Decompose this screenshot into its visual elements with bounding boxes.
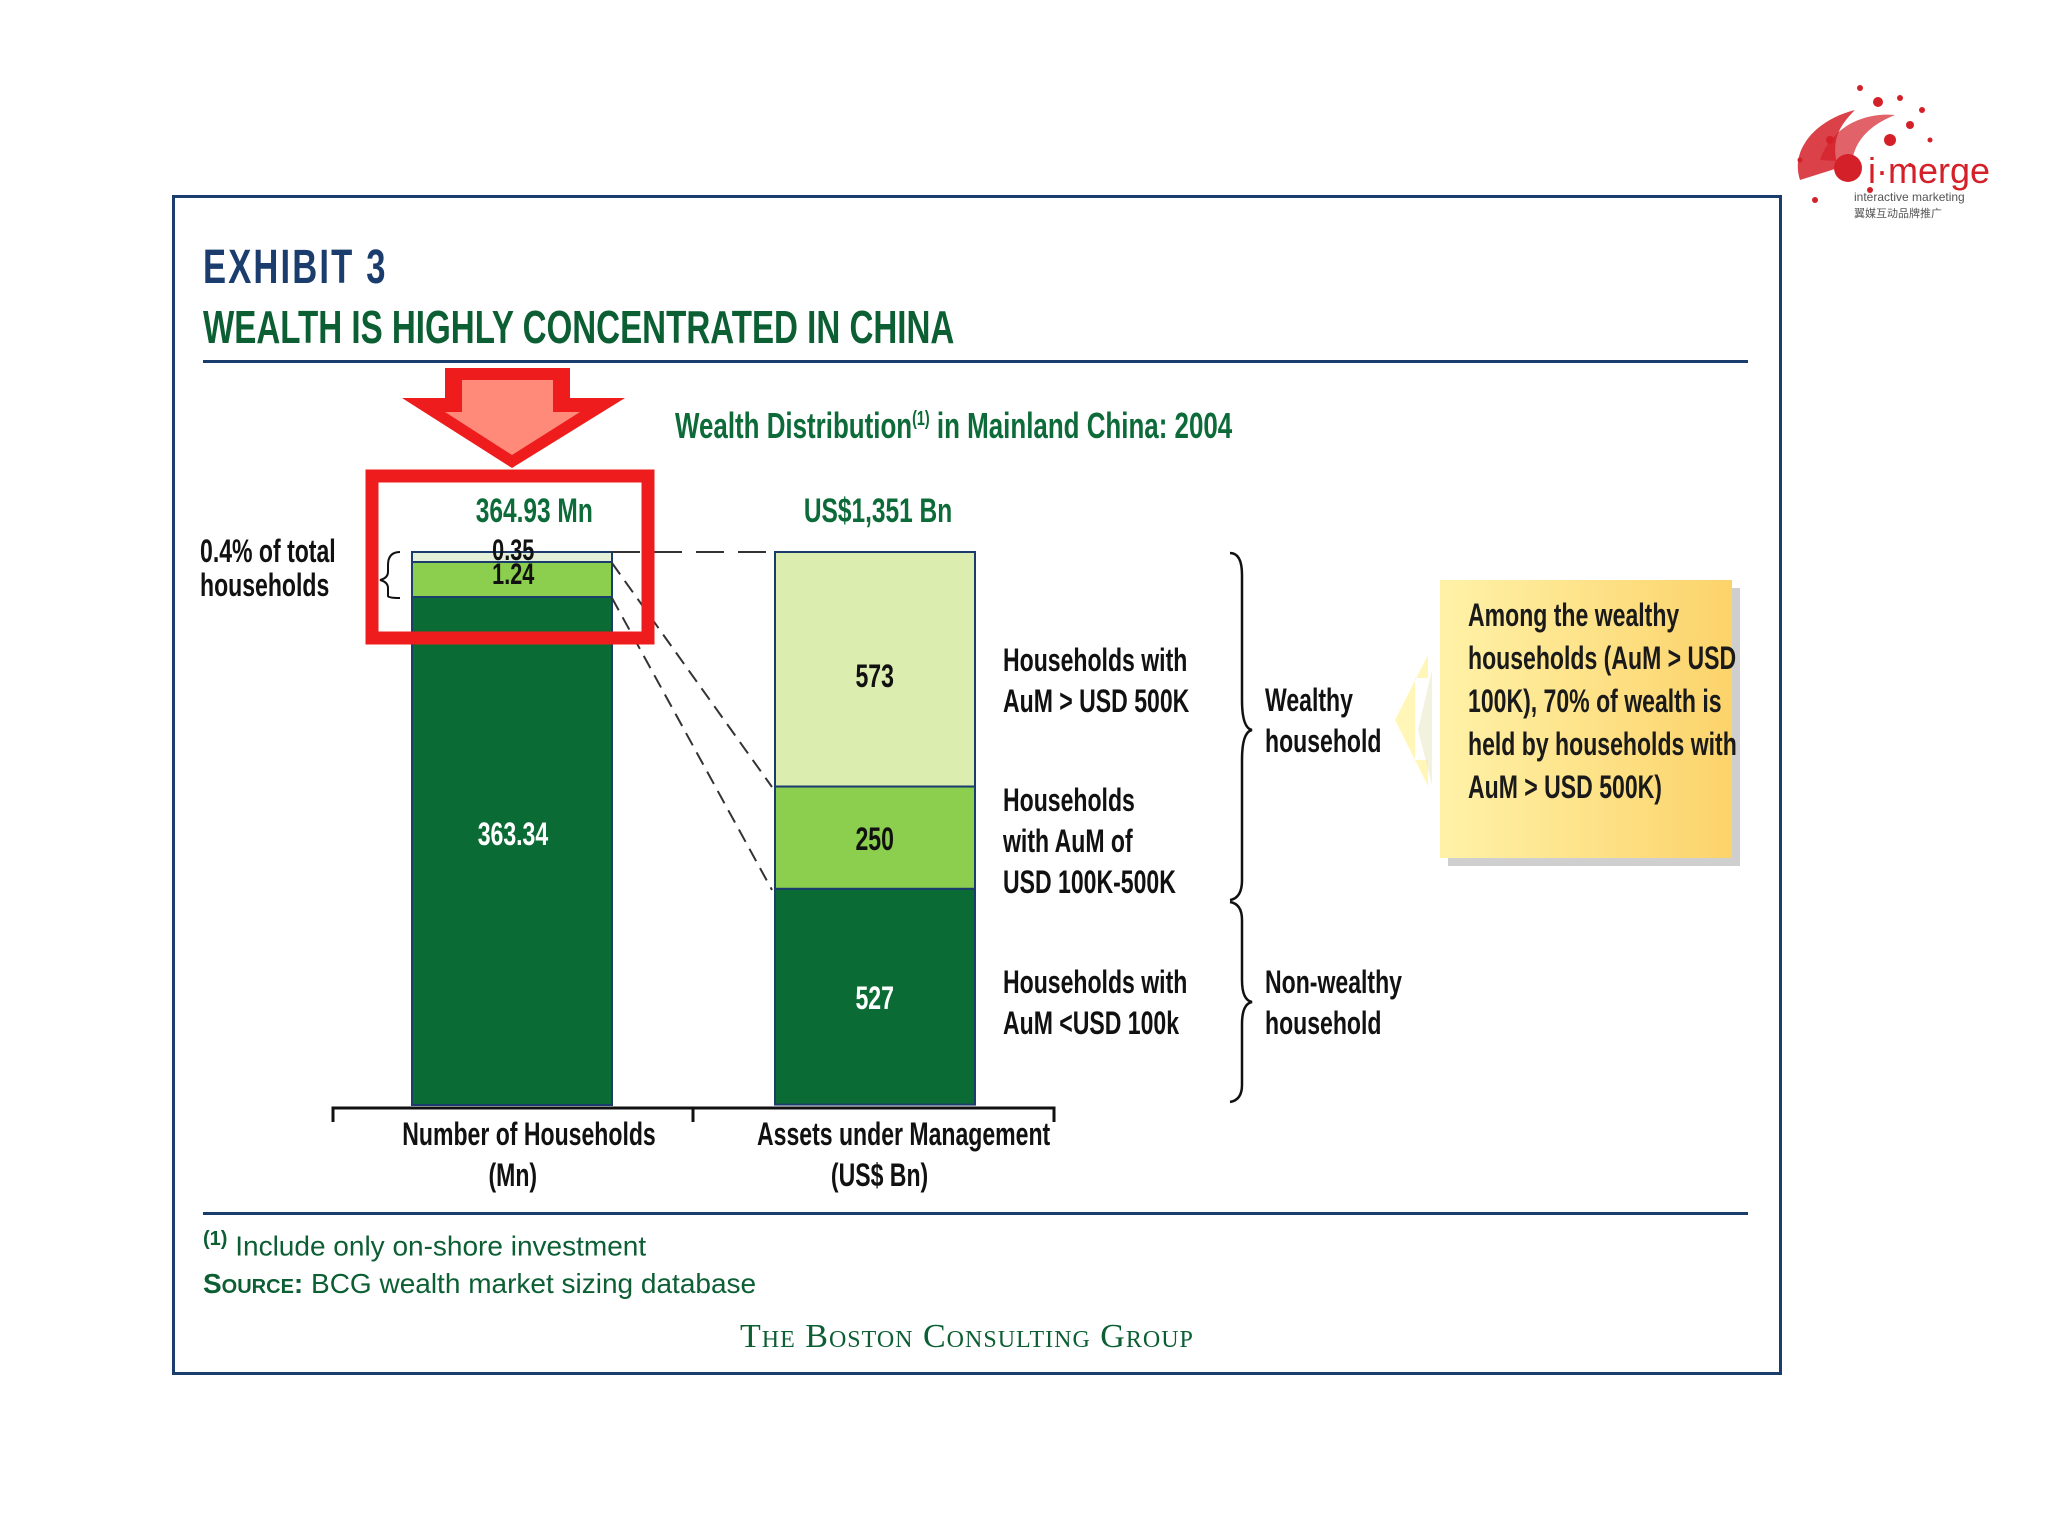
x-category-households: Number of Households (Mn) <box>402 1116 656 1193</box>
callout-box: Among the wealthy households (AuM > USD … <box>1440 580 1737 858</box>
aum-top-value: 573 <box>855 658 895 694</box>
exhibit-headline: WEALTH IS HIGHLY CONCENTRATED IN CHINA <box>203 301 955 353</box>
source-line: Source: BCG wealth market sizing databas… <box>203 1268 757 1299</box>
aum-total-label: US$1,351 Bn <box>803 492 953 530</box>
households-mid-value: 1.24 <box>491 558 535 591</box>
segment-desc-high: Households with AuM > USD 500K <box>1003 642 1190 719</box>
households-top-value: 0.35 <box>491 534 535 567</box>
imerge-logo <box>1797 85 1933 203</box>
households-segment-base <box>411 596 613 1106</box>
callout-arrow <box>1395 655 1432 786</box>
wealthy-brace <box>1229 551 1253 902</box>
footnote: (1) Include only on-shore investment <box>203 1228 647 1262</box>
aum-segment-high <box>774 551 976 788</box>
logo-wordmark: i·merge <box>1868 150 1991 191</box>
header-rule <box>203 360 1748 363</box>
logo-tagline: interactive marketing <box>1854 190 1965 204</box>
households-segment-mid <box>411 561 613 598</box>
segment-desc-mid: Households with AuM of USD 100K-500K <box>1003 782 1176 900</box>
footer-rule <box>203 1212 1748 1215</box>
x-category-aum: Assets under Management (US$ Bn) <box>757 1116 1051 1193</box>
aum-segment-base <box>774 887 976 1106</box>
group-label-wealthy: Wealthy household <box>1265 682 1382 759</box>
households-base-value: 363.34 <box>477 816 549 852</box>
left-bracket <box>379 551 401 599</box>
aum-base-value: 527 <box>855 980 895 1016</box>
aum-segment-mid <box>774 785 976 890</box>
x-axis-line <box>331 1106 1056 1122</box>
chart-title: Wealth Distribution(1) in Mainland China… <box>675 405 1233 446</box>
callout-text: Among the wealthy households (AuM > USD … <box>1468 597 1737 805</box>
bracket-label: 0.4% of total households <box>200 533 336 603</box>
segment-desc-low: Households with AuM <USD 100k <box>1003 964 1188 1041</box>
highlight-arrow <box>402 368 625 468</box>
nonwealthy-brace <box>1229 900 1253 1104</box>
households-total-label: 364.93 Mn <box>475 492 593 530</box>
exhibit-number: EXHIBIT 3 <box>203 241 388 294</box>
group-label-nonwealthy: Non-wealthy household <box>1265 964 1402 1041</box>
bcg-wordmark: The Boston Consulting Group <box>740 1318 1194 1355</box>
logo-tagline-cn: 翼媒互动品牌推广 <box>1854 208 1942 220</box>
exhibit-frame <box>172 195 1782 1375</box>
highlight-box <box>365 469 655 645</box>
connector-lines <box>611 551 773 891</box>
aum-mid-value: 250 <box>855 821 895 857</box>
